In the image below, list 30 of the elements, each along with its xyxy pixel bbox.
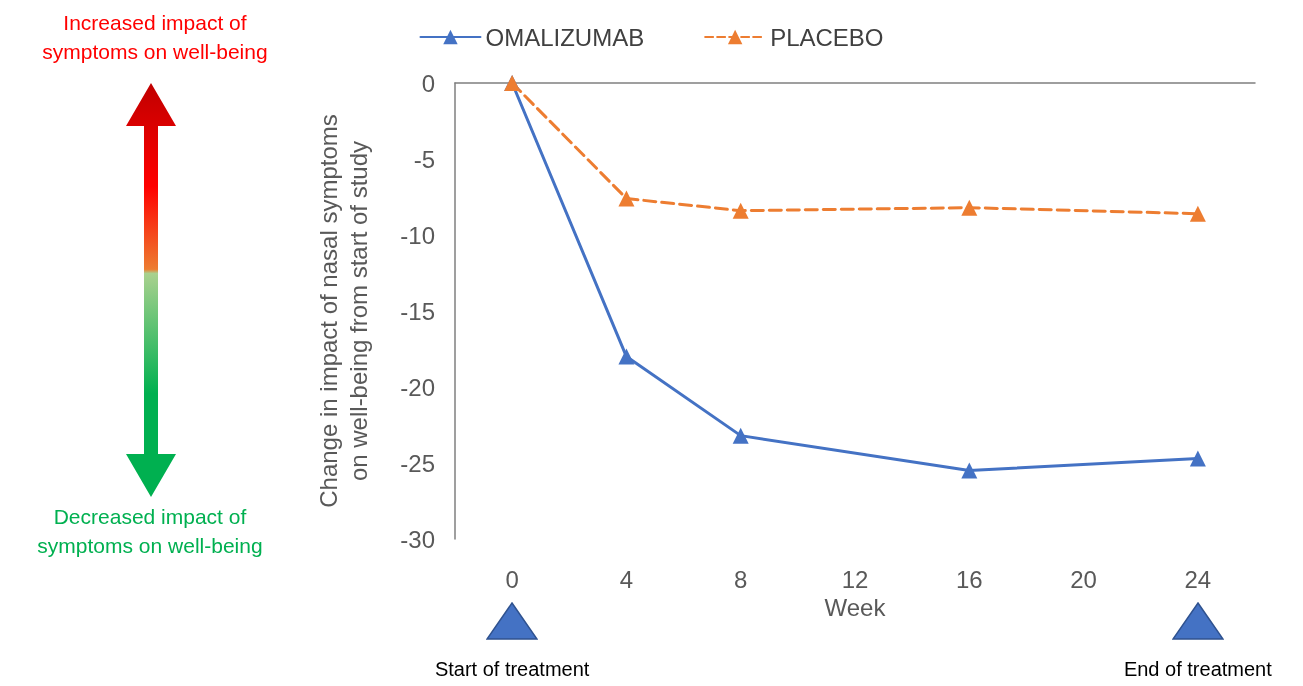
point: [1189, 450, 1206, 467]
point: [618, 190, 635, 207]
text: Increased impact of symptoms on well-being: [41, 10, 269, 65]
point: [961, 199, 978, 216]
y-tick-label: -15: [400, 297, 435, 325]
point: [961, 462, 978, 479]
point: [732, 202, 749, 219]
y-tick-label: -20: [400, 373, 435, 401]
legend-label: OMALIZUMAB: [485, 23, 645, 51]
text: Start of treatment: [433, 658, 591, 681]
x-tick-label: 12: [841, 565, 869, 593]
y-tick-label: 0: [421, 69, 435, 97]
legend-label: PLACEBO: [770, 23, 884, 51]
text: Decreased impact of symptoms on well-being: [36, 504, 264, 559]
y-tick-label: -25: [400, 449, 435, 477]
x-tick-label: 4: [619, 565, 634, 593]
y-axis-title: Change in impact of nasal symptoms on well-being from start of study: [314, 114, 372, 508]
y-tick-label: -5: [413, 145, 435, 173]
x-tick-label: 16: [955, 565, 983, 593]
y-tick-label: -30: [400, 525, 435, 553]
point: [732, 427, 749, 444]
x-tick-label: 0: [505, 565, 519, 593]
text: End of treatment: [1122, 658, 1273, 681]
x-tick-label: 8: [734, 565, 748, 593]
x-tick-label: 20: [1070, 565, 1097, 593]
point: [1189, 205, 1206, 222]
x-axis-title: Week: [824, 594, 887, 622]
point: [618, 348, 635, 365]
x-tick-label: 24: [1184, 565, 1212, 593]
y-tick-label: -10: [400, 221, 435, 249]
